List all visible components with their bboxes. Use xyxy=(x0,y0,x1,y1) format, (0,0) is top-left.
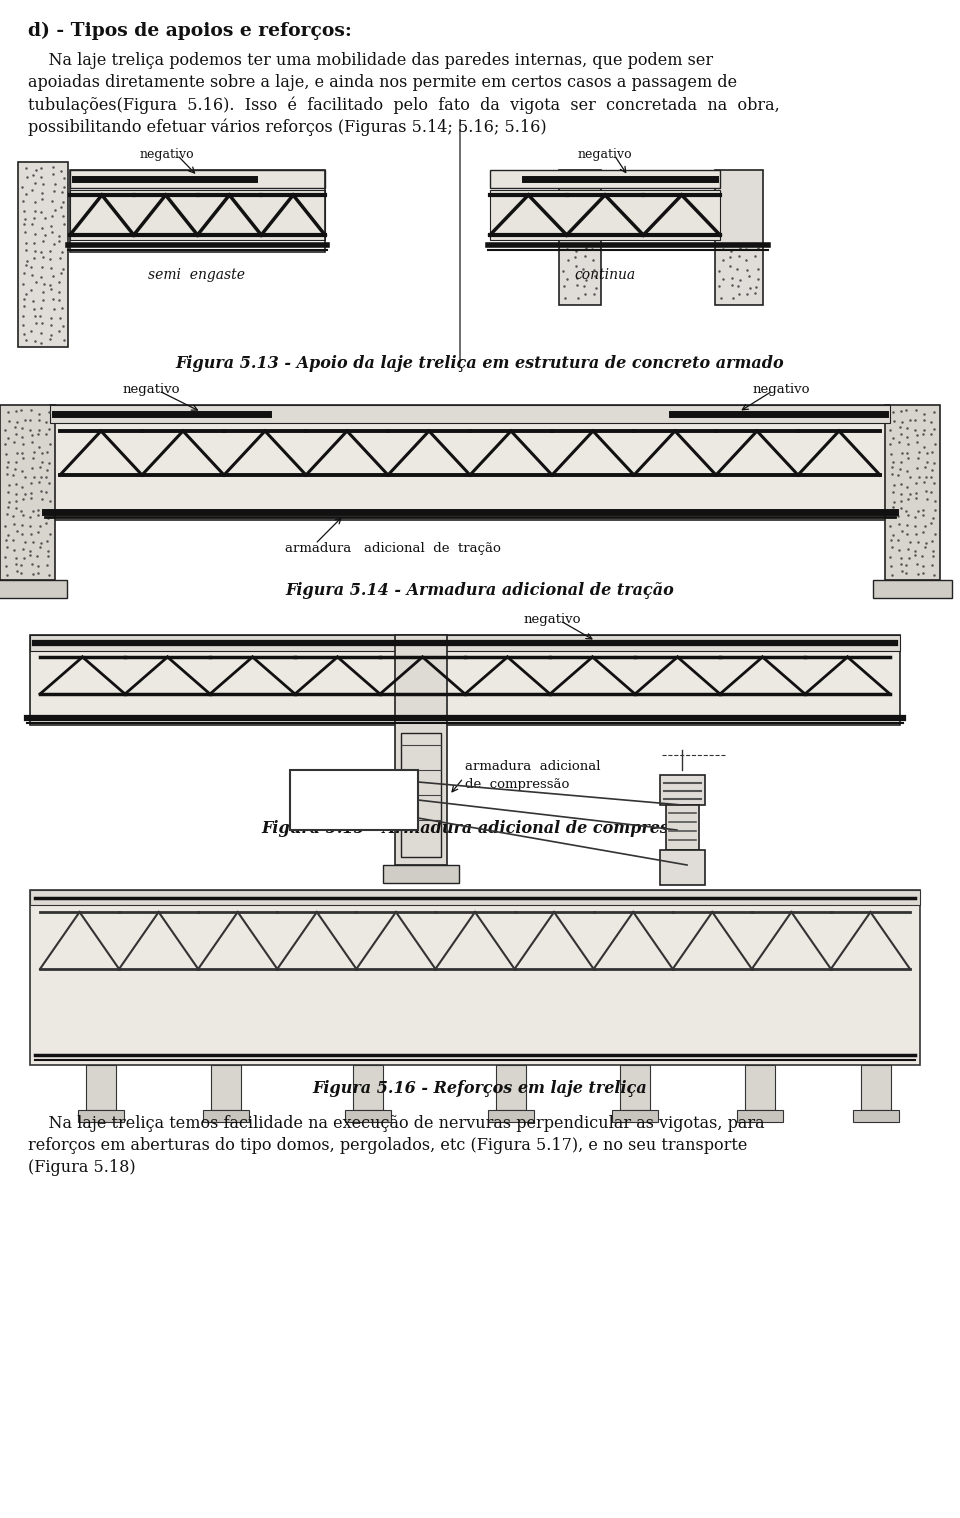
Polygon shape xyxy=(873,580,952,598)
Polygon shape xyxy=(860,1066,891,1110)
Polygon shape xyxy=(70,170,325,188)
Polygon shape xyxy=(50,405,890,521)
Text: negativo: negativo xyxy=(139,147,194,161)
Polygon shape xyxy=(30,890,920,1066)
Text: negativo: negativo xyxy=(523,613,581,625)
Polygon shape xyxy=(737,1110,782,1122)
Polygon shape xyxy=(660,776,705,805)
Polygon shape xyxy=(86,1066,116,1110)
Text: negativo: negativo xyxy=(752,383,809,396)
Text: reforços em aberturas do tipo domos, pergolados, etc (Figura 5.17), e no seu tra: reforços em aberturas do tipo domos, per… xyxy=(28,1137,748,1154)
Polygon shape xyxy=(383,865,460,883)
Polygon shape xyxy=(353,1066,383,1110)
Text: (Figura 5.18): (Figura 5.18) xyxy=(28,1160,135,1176)
Polygon shape xyxy=(488,1110,534,1122)
Text: Na laje treliça temos facilidade na execução de nervuras perpendicular as vigota: Na laje treliça temos facilidade na exec… xyxy=(28,1116,764,1132)
Text: d) - Tipos de apoios e reforços:: d) - Tipos de apoios e reforços: xyxy=(28,21,352,41)
Text: armadura  adicional
de  compressão: armadura adicional de compressão xyxy=(466,761,601,791)
Polygon shape xyxy=(612,1110,659,1122)
Polygon shape xyxy=(620,1066,650,1110)
Text: armadura   adicional  de  tração: armadura adicional de tração xyxy=(285,542,501,556)
Text: continua: continua xyxy=(574,269,636,282)
Text: negativo: negativo xyxy=(578,147,633,161)
Text: tubulações(Figura  5.16).  Isso  é  facilitado  pelo  fato  da  vigota  ser  con: tubulações(Figura 5.16). Isso é facilita… xyxy=(28,96,780,114)
Polygon shape xyxy=(396,635,447,865)
Polygon shape xyxy=(78,1110,124,1122)
Polygon shape xyxy=(490,170,720,188)
Text: Armaduras
adicionais: Armaduras adicionais xyxy=(311,783,396,817)
Polygon shape xyxy=(666,805,699,850)
Polygon shape xyxy=(715,170,763,305)
Text: Na laje treliça podemos ter uma mobilidade das paredes internas, que podem ser: Na laje treliça podemos ter uma mobilida… xyxy=(28,52,713,68)
Polygon shape xyxy=(30,890,920,905)
Polygon shape xyxy=(290,770,418,830)
Text: Figura 5.16 - Reforços em laje treliça: Figura 5.16 - Reforços em laje treliça xyxy=(313,1079,647,1098)
Text: Figura 5.15 - Armadura adicional de compressão: Figura 5.15 - Armadura adicional de comp… xyxy=(261,820,699,836)
Polygon shape xyxy=(0,580,67,598)
Polygon shape xyxy=(885,405,940,580)
Polygon shape xyxy=(559,170,601,305)
Text: semi  engaste: semi engaste xyxy=(149,269,246,282)
Polygon shape xyxy=(211,1066,241,1110)
Polygon shape xyxy=(745,1066,775,1110)
Polygon shape xyxy=(495,1066,526,1110)
Polygon shape xyxy=(203,1110,249,1122)
Polygon shape xyxy=(30,635,900,651)
Polygon shape xyxy=(660,850,705,885)
Polygon shape xyxy=(0,405,55,580)
Text: negativo: negativo xyxy=(122,383,180,396)
Polygon shape xyxy=(70,190,325,240)
Polygon shape xyxy=(490,190,720,240)
Polygon shape xyxy=(18,162,68,348)
Text: apoiadas diretamente sobre a laje, e ainda nos permite em certos casos a passage: apoiadas diretamente sobre a laje, e ain… xyxy=(28,74,737,91)
Polygon shape xyxy=(50,405,890,424)
Text: possibilitando efetuar vários reforços (Figuras 5.14; 5.16; 5.16): possibilitando efetuar vários reforços (… xyxy=(28,118,546,135)
Text: Figura 5.13 - Apoio da laje treliça em estrutura de concreto armado: Figura 5.13 - Apoio da laje treliça em e… xyxy=(176,355,784,372)
Text: Figura 5.14 - Armadura adicional de tração: Figura 5.14 - Armadura adicional de traç… xyxy=(286,581,674,600)
Polygon shape xyxy=(30,635,900,726)
Polygon shape xyxy=(346,1110,392,1122)
Polygon shape xyxy=(852,1110,899,1122)
